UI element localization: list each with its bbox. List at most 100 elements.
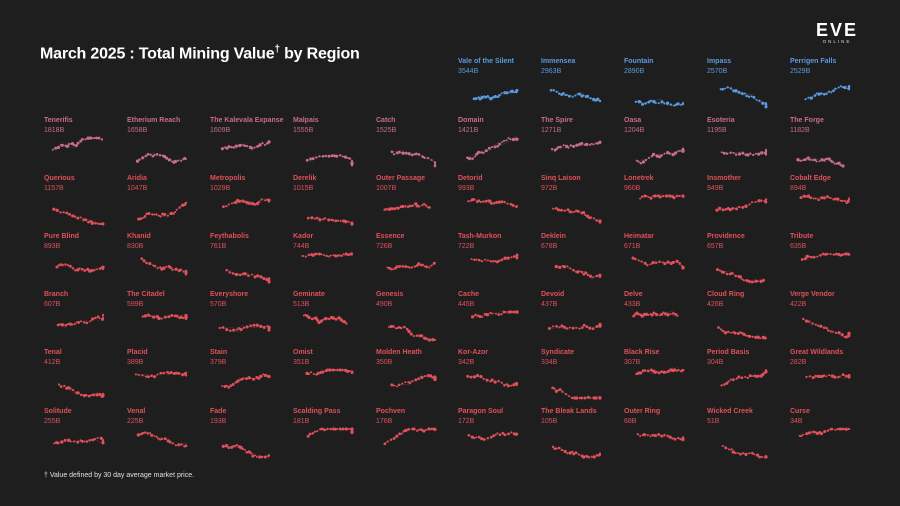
system-dot [231, 272, 235, 275]
system-dot [564, 94, 567, 97]
system-dot [516, 384, 518, 386]
system-dot [152, 315, 156, 319]
system-dot [87, 394, 91, 398]
system-dot [596, 97, 600, 101]
region-name: Domain [458, 117, 484, 124]
system-dot [734, 89, 738, 93]
system-link [803, 318, 813, 327]
system-dot [433, 428, 437, 432]
system-dot [498, 433, 502, 436]
system-dot [677, 368, 680, 372]
system-dot [411, 380, 414, 383]
system-dot [401, 265, 404, 268]
system-dot [152, 264, 155, 267]
system-dot [327, 255, 330, 258]
system-dot [803, 157, 807, 162]
region-map [634, 99, 684, 107]
system-dot [676, 102, 680, 106]
region-panel: Branch 607B [44, 291, 124, 347]
eve-online-logo: EVE ONLINE [808, 21, 866, 44]
region-map [52, 207, 105, 227]
system-dot [98, 267, 102, 270]
system-dot [259, 374, 263, 379]
system-dot [838, 427, 842, 431]
system-dot [584, 271, 588, 275]
system-dot [663, 433, 666, 437]
system-dot [639, 197, 642, 200]
system-dot [397, 150, 401, 154]
system-dot [185, 158, 187, 160]
system-dot [841, 199, 844, 203]
system-dot [490, 202, 493, 205]
system-dot [721, 329, 725, 333]
system-dot [585, 325, 589, 329]
region-name: Tribute [790, 233, 814, 240]
system-dot [151, 154, 155, 158]
system-dot [236, 444, 239, 447]
system-dot [101, 392, 105, 396]
system-dot [836, 197, 840, 201]
system-dot [64, 263, 67, 266]
system-dot [657, 433, 661, 436]
system-dot [739, 452, 742, 456]
system-dot [503, 256, 507, 260]
system-dot [671, 152, 675, 157]
region-panel: Everyshore 570B [210, 291, 290, 347]
system-dot [428, 206, 431, 209]
system-dot [664, 371, 667, 374]
system-dot [76, 216, 80, 220]
system-dot [510, 256, 513, 259]
system-dot [803, 257, 807, 261]
system-dot [221, 384, 224, 387]
system-dot [146, 152, 150, 156]
system-dot [225, 205, 228, 208]
system-dot [799, 159, 802, 162]
system-dot [90, 268, 94, 273]
system-dot [742, 279, 745, 282]
system-dot [68, 142, 71, 146]
system-dot [175, 208, 178, 211]
system-dot [652, 311, 656, 315]
system-dot [390, 150, 394, 154]
region-name: Outer Passage [376, 175, 426, 182]
system-dot [847, 87, 851, 90]
region-map [550, 140, 602, 152]
system-dot [731, 378, 735, 382]
system-dot [503, 433, 507, 437]
system-dot [492, 201, 496, 205]
system-dot [835, 162, 839, 165]
system-dot [433, 376, 437, 380]
system-dot [822, 252, 825, 256]
system-dot [800, 434, 803, 438]
system-link [479, 259, 489, 263]
system-dot [552, 207, 555, 210]
system-dot [500, 258, 504, 262]
system-dot [385, 208, 388, 211]
system-dot [247, 201, 251, 205]
system-dot [231, 202, 233, 205]
system-dot [336, 428, 339, 430]
system-dot [485, 313, 490, 317]
system-dot [589, 216, 593, 219]
system-dot [646, 434, 649, 437]
region-map [306, 426, 354, 438]
region-panel: Paragon Soul 172B [458, 408, 538, 464]
system-dot [502, 139, 506, 142]
system-link [722, 445, 732, 453]
system-dot [819, 324, 823, 328]
system-dot [754, 335, 758, 340]
system-dot [81, 267, 84, 271]
system-dot [847, 197, 851, 200]
system-dot [146, 432, 149, 435]
system-link [744, 93, 754, 96]
region-map [222, 197, 271, 208]
system-dot [756, 335, 760, 339]
system-dot [178, 206, 181, 209]
system-dot [595, 454, 599, 457]
region-panel: Pochven 176B [376, 408, 456, 464]
system-dot [157, 437, 160, 440]
system-dot [640, 260, 643, 263]
system-dot [643, 369, 647, 372]
system-dot [249, 324, 252, 327]
system-dot [64, 323, 68, 327]
